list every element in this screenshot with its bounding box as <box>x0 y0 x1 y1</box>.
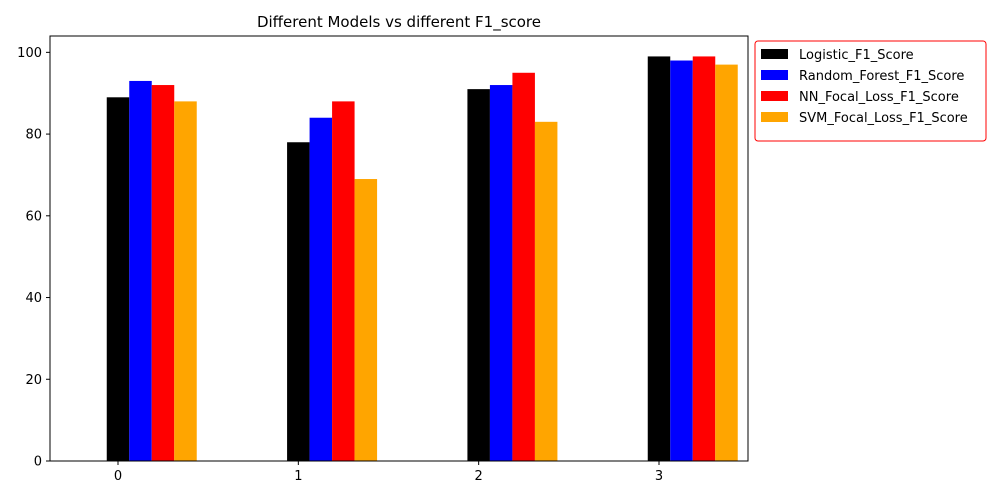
bar-Random_Forest_F1_Score-2 <box>489 85 513 461</box>
x-tick-label: 3 <box>655 469 663 484</box>
legend-label: SVM_Focal_Loss_F1_Score <box>799 111 968 126</box>
bar-NN_Focal_Loss_F1_Score-0 <box>151 85 175 461</box>
legend-label: NN_Focal_Loss_F1_Score <box>799 90 959 105</box>
y-tick-label: 0 <box>34 455 42 470</box>
y-tick-label: 40 <box>25 291 42 306</box>
bar-Random_Forest_F1_Score-0 <box>129 80 152 461</box>
legend-swatch <box>761 91 788 101</box>
y-tick-label: 60 <box>25 209 42 224</box>
legend-label: Logistic_F1_Score <box>799 48 914 63</box>
bar-Logistic_F1_Score-0 <box>106 97 130 462</box>
bar-NN_Focal_Loss_F1_Score-3 <box>692 56 716 462</box>
legend: Logistic_F1_Score Random_Forest_F1_Score N… <box>754 40 987 142</box>
legend-swatch <box>761 49 788 59</box>
y-tick-label: 100 <box>17 46 42 61</box>
y-axis: 0 20 40 60 80 100 <box>17 46 50 470</box>
bar-Logistic_F1_Score-2 <box>467 89 490 462</box>
x-tick-label: 0 <box>114 469 122 484</box>
x-tick-label: 2 <box>475 469 483 484</box>
bar-NN_Focal_Loss_F1_Score-1 <box>332 101 355 461</box>
bar-Logistic_F1_Score-3 <box>647 56 671 462</box>
legend-swatch <box>761 112 788 122</box>
bar-SVM_Focal_Loss_F1_Score-0 <box>174 101 197 461</box>
bar-Logistic_F1_Score-1 <box>287 142 310 461</box>
bar-SVM_Focal_Loss_F1_Score-3 <box>715 64 738 462</box>
x-axis: 0 1 2 3 <box>114 461 663 484</box>
legend-swatch <box>761 70 788 80</box>
plot-frame <box>49 35 749 462</box>
bars-group <box>106 56 738 462</box>
bar-SVM_Focal_Loss_F1_Score-1 <box>354 179 378 461</box>
y-tick-label: 20 <box>25 373 42 388</box>
bar-SVM_Focal_Loss_F1_Score-2 <box>534 121 558 461</box>
chart-title: Different Models vs different F1_score <box>257 13 541 32</box>
bar-Random_Forest_F1_Score-3 <box>670 60 693 462</box>
legend-box <box>754 40 987 142</box>
bar-NN_Focal_Loss_F1_Score-2 <box>512 72 535 461</box>
legend-label: Random_Forest_F1_Score <box>799 69 964 84</box>
y-tick-label: 80 <box>25 128 42 143</box>
bar-Random_Forest_F1_Score-1 <box>309 117 333 461</box>
x-tick-label: 1 <box>294 469 302 484</box>
